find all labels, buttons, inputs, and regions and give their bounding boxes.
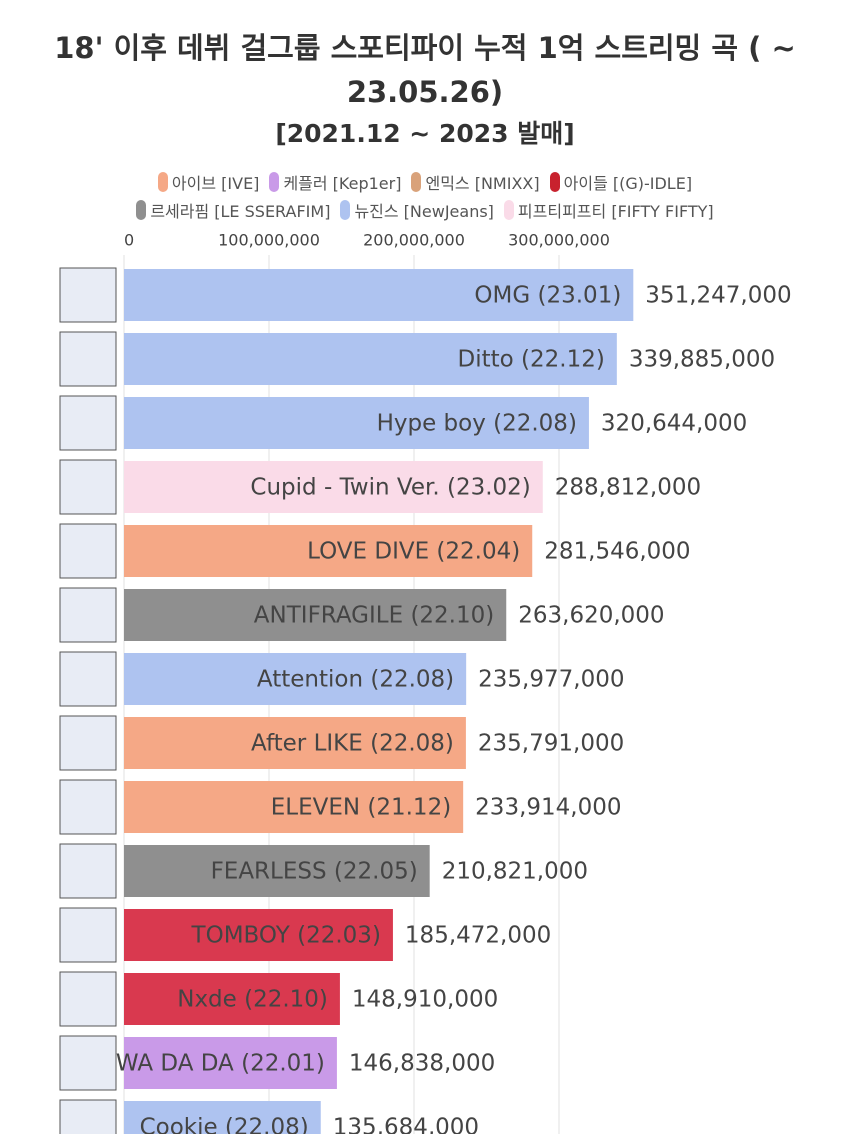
category-label: Ditto (22.12) (458, 347, 605, 373)
legend-swatch (503, 200, 514, 220)
bar (124, 589, 507, 641)
legend-item[interactable]: 아이브 [IVE] (157, 170, 260, 194)
legend-item[interactable]: 르세라핌 [LE SSERAFIM] (136, 198, 330, 222)
bar (124, 525, 533, 577)
x-tick-label: 100,000,000 (218, 231, 320, 250)
value-label: 135,684,000 (333, 1115, 479, 1134)
category-label: ELEVEN (21.12) (271, 795, 451, 821)
legend-swatch (269, 172, 280, 192)
bar (124, 717, 466, 769)
category-label: After LIKE (22.08) (251, 731, 454, 757)
category-label: LOVE DIVE (22.04) (307, 539, 520, 565)
legend-label: 아이들 [(G)-IDLE] (563, 174, 693, 193)
legend-label: 엔믹스 [NMIXX] (425, 174, 540, 193)
album-thumbnail (59, 907, 117, 963)
bar (124, 845, 430, 897)
x-tick-label: 0 (124, 231, 134, 250)
category-label: FEARLESS (22.05) (211, 859, 418, 885)
legend-swatch (411, 172, 422, 192)
legend-swatch (157, 172, 168, 192)
thumbnails (59, 267, 117, 1134)
chart-subtitle: [2021.12 ~ 2023 발매] (275, 119, 575, 148)
value-label: 320,644,000 (601, 411, 747, 437)
category-label: ANTIFRAGILE (22.10) (254, 603, 494, 629)
category-label: Hype boy (22.08) (377, 411, 577, 437)
value-label: 185,472,000 (405, 923, 551, 949)
value-label: 235,791,000 (478, 731, 624, 757)
value-label: 210,821,000 (442, 859, 588, 885)
album-thumbnail (59, 267, 117, 323)
album-thumbnail (59, 779, 117, 835)
x-tick-label: 300,000,000 (508, 231, 610, 250)
legend-item[interactable]: 엔믹스 [NMIXX] (411, 170, 540, 194)
legend-item[interactable]: 뉴진스 [NewJeans] (340, 198, 494, 222)
category-label: WA DA DA (22.01) (116, 1051, 325, 1077)
album-thumbnail (59, 1099, 117, 1134)
value-label: 288,812,000 (555, 475, 701, 501)
value-label: 146,838,000 (349, 1051, 495, 1077)
value-label: 351,247,000 (645, 283, 791, 309)
bar (124, 781, 464, 833)
bar (124, 397, 589, 449)
bar (124, 653, 467, 705)
bar (124, 333, 617, 385)
legend-label: 케플러 [Kep1er] (283, 174, 402, 193)
category-label: Nxde (22.10) (177, 987, 328, 1013)
album-thumbnail (59, 651, 117, 707)
album-thumbnail (59, 331, 117, 387)
bar (124, 269, 634, 321)
value-label: 281,546,000 (544, 539, 690, 565)
value-label: 233,914,000 (475, 795, 621, 821)
value-label: 148,910,000 (352, 987, 498, 1013)
category-label: Cupid - Twin Ver. (23.02) (250, 475, 530, 501)
legend: 아이브 [IVE] 케플러 [Kep1er] 엔믹스 [NMIXX] 아이들 [(G)… (90, 170, 760, 222)
value-label: 339,885,000 (629, 347, 775, 373)
legend-item[interactable]: 피프티피프티 [FIFTY FIFTY] (503, 198, 714, 222)
album-thumbnail (59, 459, 117, 515)
legend-label: 르세라핌 [LE SSERAFIM] (150, 202, 331, 221)
value-label: 263,620,000 (518, 603, 664, 629)
album-thumbnail (59, 715, 117, 771)
legend-item[interactable]: 케플러 [Kep1er] (269, 170, 401, 194)
category-label: Cookie (22.08) (140, 1115, 309, 1134)
x-tick-label: 200,000,000 (363, 231, 465, 250)
legend-swatch (549, 172, 560, 192)
chart-title: 18' 이후 데뷔 걸그룹 스포티파이 누적 1억 스트리밍 곡 ( ~ 23.… (54, 31, 796, 109)
legend-label: 아이브 [IVE] (171, 174, 260, 193)
category-label: Attention (22.08) (257, 667, 454, 693)
bar (124, 909, 393, 961)
album-thumbnail (59, 523, 117, 579)
legend-item[interactable]: 아이들 [(G)-IDLE] (549, 170, 693, 194)
bar (124, 1037, 337, 1089)
album-thumbnail (59, 587, 117, 643)
category-label: OMG (23.01) (474, 283, 621, 309)
album-thumbnail (59, 395, 117, 451)
legend-label: 뉴진스 [NewJeans] (354, 202, 494, 221)
legend-swatch (136, 200, 147, 220)
album-thumbnail (59, 1035, 117, 1091)
value-label: 235,977,000 (478, 667, 624, 693)
bar (124, 461, 543, 513)
bar (124, 1101, 321, 1134)
album-thumbnail (59, 971, 117, 1027)
album-thumbnail (59, 843, 117, 899)
legend-swatch (340, 200, 351, 220)
bar (124, 973, 340, 1025)
category-label: TOMBOY (22.03) (191, 923, 381, 949)
legend-label: 피프티피프티 [FIFTY FIFTY] (517, 202, 714, 221)
